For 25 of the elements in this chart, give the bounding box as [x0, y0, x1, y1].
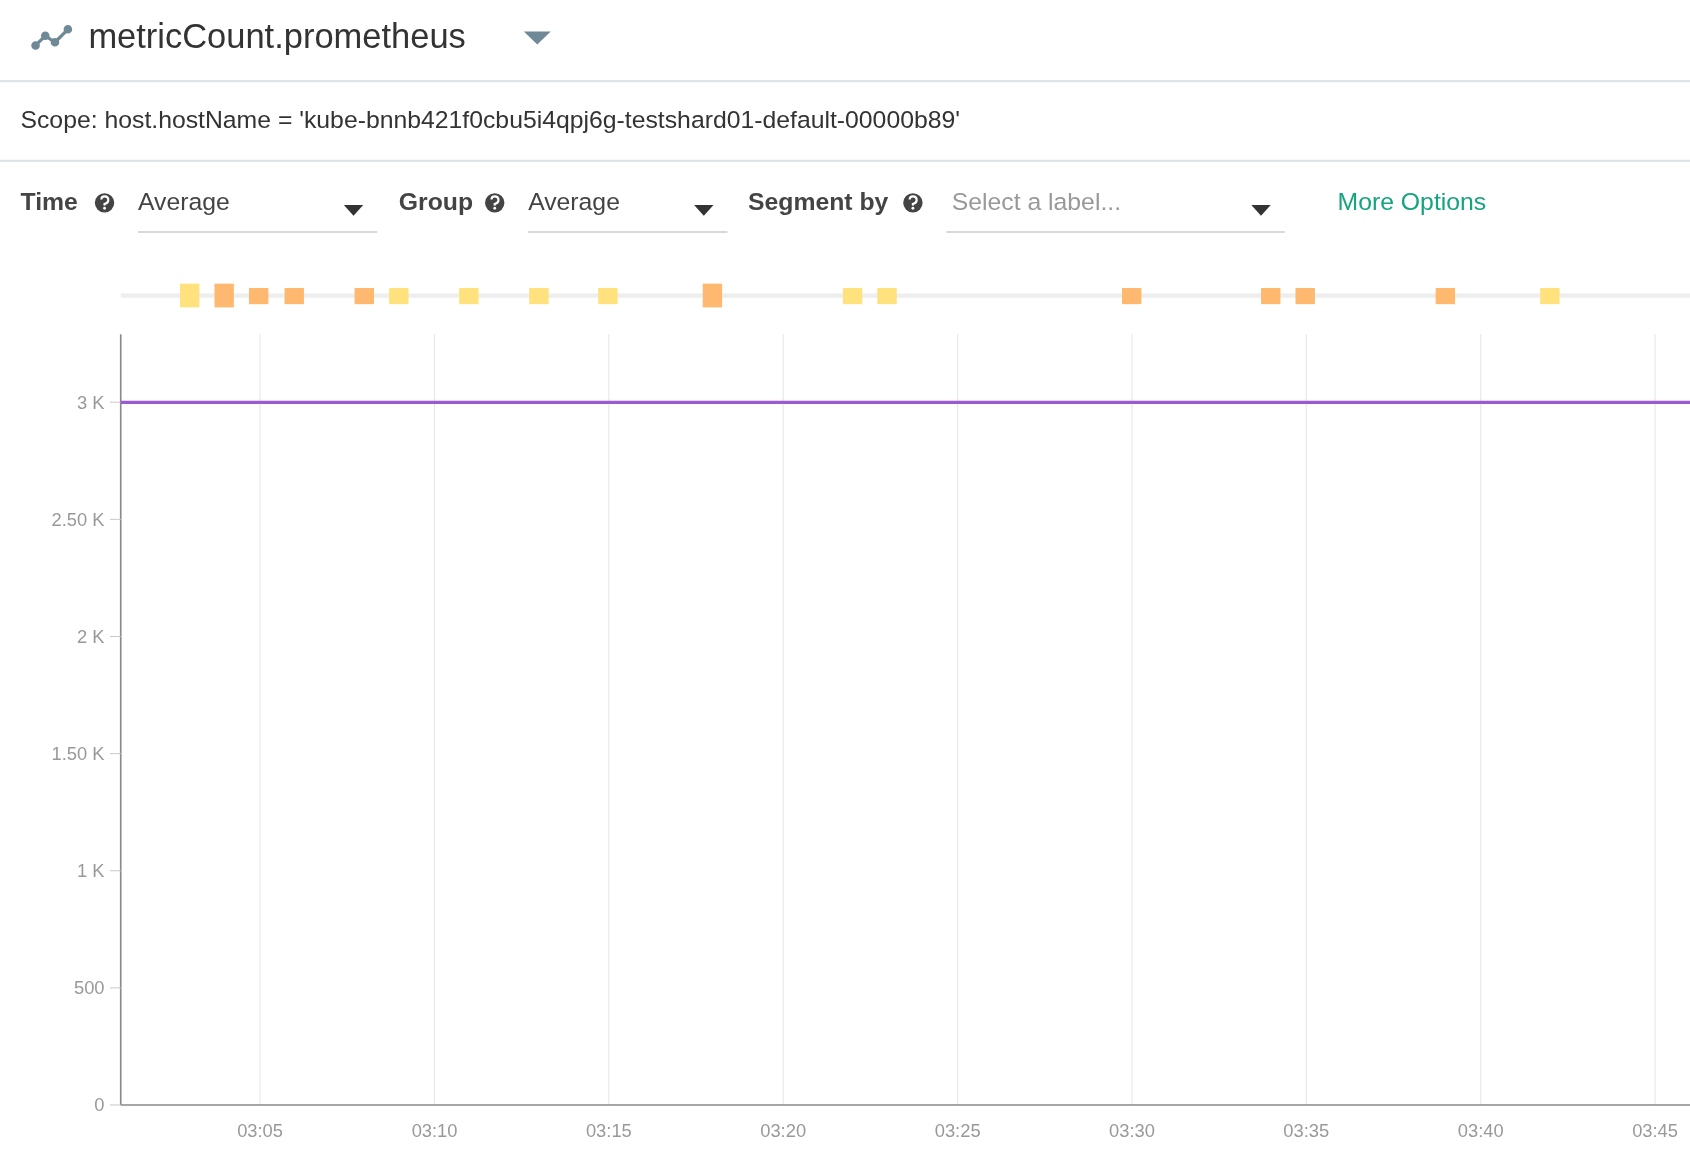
text: Group	[398, 188, 474, 216]
text: More Options	[1337, 188, 1487, 216]
y-tick-label: 0	[94, 1094, 105, 1116]
chart-title: metricCount.prometheus	[88, 16, 466, 55]
x-tick-label: 03:40	[1457, 1120, 1504, 1142]
text: Time	[20, 188, 78, 216]
y-tick-label: 2 K	[77, 625, 106, 647]
x-tick-label: 03:30	[1109, 1120, 1155, 1142]
text: Average	[137, 188, 230, 216]
y-tick-label: 1 K	[77, 860, 106, 882]
x-tick-label: 03:35	[1283, 1120, 1330, 1142]
x-tick-label: 03:45	[1632, 1120, 1678, 1142]
x-tick-label: 03:10	[411, 1120, 458, 1142]
x-tick-label: 03:25	[934, 1120, 981, 1142]
text: Segment by	[748, 188, 889, 216]
y-tick-label: 500	[73, 977, 105, 999]
y-tick-label: 2.50 K	[51, 508, 106, 530]
chart-subtitle: Scope: host.hostName = 'kube-bnnb421f0cbu5i4qpj6g-testshard01-default-00000b89'	[20, 106, 961, 134]
x-tick-label: 03:20	[760, 1120, 807, 1142]
y-tick-label: 1.50 K	[51, 743, 106, 765]
text: Select a label...	[951, 188, 1122, 216]
text: Average	[528, 188, 620, 216]
x-tick-label: 03:15	[585, 1120, 632, 1142]
x-tick-label: 03:05	[237, 1120, 283, 1142]
y-tick-label: 3 K	[77, 391, 106, 413]
